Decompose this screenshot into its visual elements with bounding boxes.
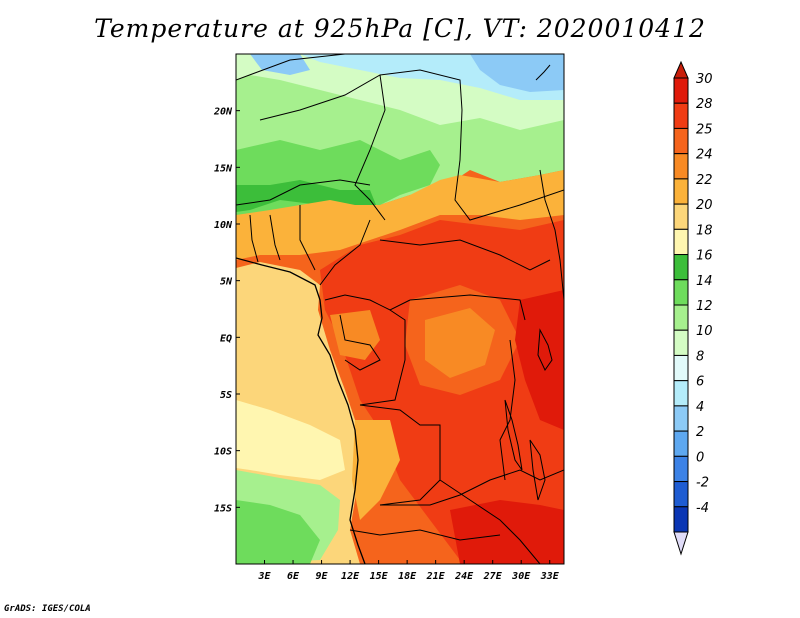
x-tick-label: 9E [316,571,329,582]
field-hottest-south [450,500,564,564]
colorbar-label: 0 [696,450,704,465]
border-line-11 [324,294,411,311]
border-line-9 [319,219,371,286]
chart-title: Temperature at 925hPa [C], VT: 202001041… [94,14,706,43]
border-line-14 [409,294,526,321]
x-axis: 3E 6E 9E 12E 15E 18E 21E 24E 27E 30E 33E [257,560,560,582]
colorbar-swatch [673,405,689,432]
border-line-5 [236,179,371,206]
colorbar-label: 4 [696,400,704,415]
y-axis: 20N 15N 10N 5N EQ 5S 10S 15S [213,107,240,514]
lake-line-2 [504,399,523,471]
y-tick-label: EQ [220,333,232,344]
colorbar-swatch [673,178,689,205]
colorbar-swatch [673,455,689,483]
border-line-18 [439,479,541,564]
colorbar-label: 22 [696,173,713,188]
x-tick-label: 30E [511,571,531,582]
colorbar-label: 2 [696,425,704,440]
border-line-12 [339,314,381,371]
map-frame [235,53,565,565]
y-tick-label: 15N [214,163,233,174]
y-tick-label: 5S [220,390,232,401]
colorbar-swatch [673,481,689,508]
y-tick-label: 20N [213,107,233,118]
colorbar-swatch [673,506,689,533]
y-tick-label: 10S [214,447,232,458]
border-line-20 [539,169,564,301]
y-tick-label: 15S [214,503,232,514]
lake-line-3 [529,439,546,501]
colorbar-swatch [673,102,689,129]
field-gabon-warm [330,310,380,360]
colorbar-label: -4 [696,501,709,516]
border-line-16 [359,404,441,506]
colorbar-label: 25 [696,122,713,137]
border-line-3 [354,74,386,221]
colorbar-swatch [673,279,689,306]
colorbar-swatch [673,354,689,382]
colorbar-swatch [673,77,689,104]
colorbar-swatch [673,430,689,457]
x-tick-label: 27E [483,571,503,582]
x-tick-label: 3E [257,571,271,582]
colorbar-swatch [673,153,689,180]
x-tick-label: 33E [540,571,560,582]
x-tick-label: 18E [398,571,417,582]
colorbar-swatch [673,380,689,407]
field-north-blue-dark [470,54,564,92]
x-tick-label: 15E [370,571,389,582]
border-line-19 [349,529,501,541]
border-line-15 [499,339,516,481]
colorbar-label: 20 [696,198,713,213]
border-line-4 [454,109,564,221]
field-namibia-warm [352,420,400,520]
colorbar-label: 24 [696,148,713,163]
field-warm-center [425,308,495,378]
border-line-6 [249,214,259,263]
temperature-field [236,54,564,564]
colorbar-swatch [673,203,689,230]
colorbar-label: 8 [696,349,704,364]
colorbar-label: 10 [696,324,713,339]
y-tick-label: 10N [214,220,233,231]
field-atlantic-paler [236,400,345,480]
colorbar-label: -2 [696,476,709,491]
colorbar-swatch [673,304,689,331]
border-line-1 [236,54,346,81]
border-line-10 [379,239,551,271]
coastline [236,257,366,564]
border-line-21 [535,64,551,81]
colorbar-label: 16 [696,249,713,264]
field-transition-yellow [236,170,564,260]
border-line-8 [299,205,316,271]
colorbar-swatch [673,127,689,155]
colorbar-label: 18 [696,223,713,238]
x-tick-label: 6E [287,571,300,582]
border-line-7 [269,214,281,261]
colorbar-top-arrow [673,60,689,79]
colorbar-label: 6 [696,375,704,390]
border-line-13 [359,309,406,406]
lake-line-1 [537,328,553,371]
colorbar-swatch [673,228,689,256]
border-line-17 [380,469,564,506]
colorbar-label: 12 [696,299,713,314]
colorbar-swatch [673,329,689,356]
colorbar-swatch [673,254,689,281]
x-tick-label: 21E [426,571,446,582]
x-tick-label: 12E [341,571,360,582]
y-tick-label: 5N [220,277,233,288]
colorbar-bottom-arrow [673,531,689,556]
field-hottest-east [515,290,564,430]
colorbar-label: 30 [696,72,713,87]
field-atlantic-green-dark [236,500,320,564]
boundaries [236,54,564,564]
credit-text: GrADS: IGES/COLA [4,604,91,614]
colorbar-label: 28 [696,97,713,112]
colorbar-label: 14 [696,274,713,289]
x-tick-label: 24E [454,571,474,582]
